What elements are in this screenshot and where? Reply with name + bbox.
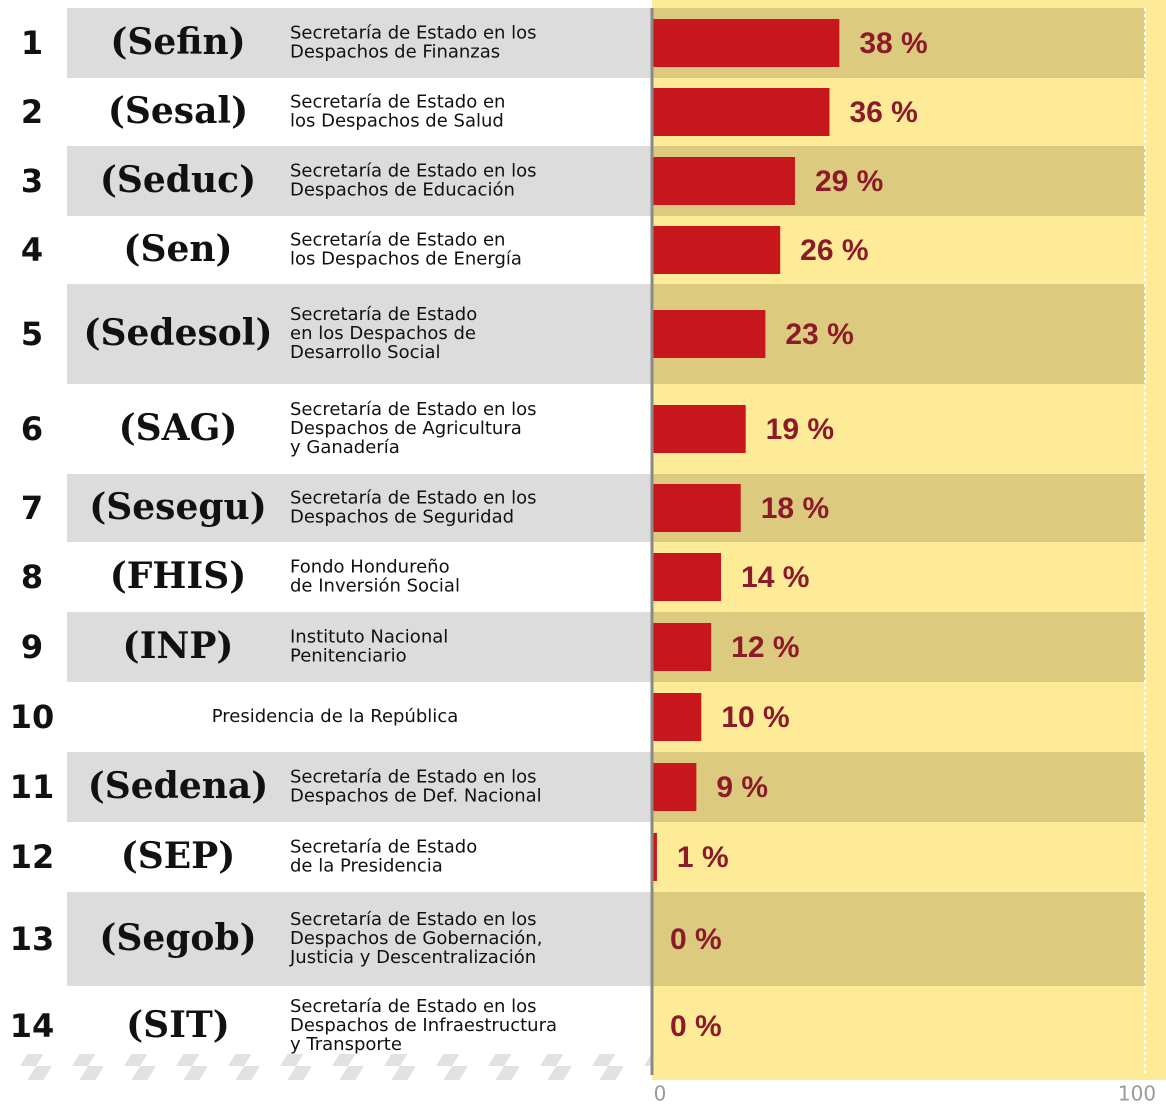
- row-background: [67, 752, 652, 822]
- value-label: 10 %: [721, 701, 789, 734]
- bar: [652, 157, 795, 205]
- value-label: 38 %: [859, 27, 927, 60]
- entity-name: los Despachos de Energía: [290, 249, 522, 270]
- entity-name: Desarrollo Social: [290, 342, 441, 363]
- entity-name: Despachos de Gobernación,: [290, 928, 542, 949]
- bar: [652, 310, 766, 358]
- entity-name: Secretaría de Estado en los: [290, 488, 537, 509]
- x-tick-label: 0: [654, 1082, 667, 1105]
- value-label: 12 %: [731, 631, 799, 664]
- entity-name: Despachos de Agricultura: [290, 418, 522, 439]
- entity-name: Secretaría de Estado en los: [290, 996, 537, 1017]
- rank: 1: [21, 24, 43, 62]
- acronym: (Sesegu): [89, 486, 267, 528]
- row-band: [652, 752, 1145, 822]
- value-label: 29 %: [815, 165, 883, 198]
- bar: [652, 833, 657, 881]
- rank: 10: [10, 698, 55, 736]
- row-background: [67, 474, 652, 542]
- value-label: 18 %: [761, 492, 829, 525]
- value-label: 23 %: [785, 318, 853, 351]
- value-label: 14 %: [741, 561, 809, 594]
- entity-name: Secretaría de Estado en los: [290, 399, 537, 420]
- row-band: [652, 612, 1145, 682]
- entity-name: Secretaría de Estado en los: [290, 23, 537, 44]
- acronym: (SEP): [121, 835, 236, 877]
- row-band: [652, 892, 1145, 986]
- entity-name: Despachos de Seguridad: [290, 507, 514, 528]
- bar: [652, 693, 702, 741]
- entity-name: Presidencia de la República: [212, 706, 459, 727]
- acronym: (Sen): [123, 228, 232, 270]
- entity-name: Secretaría de Estado en: [290, 92, 505, 113]
- row-background: [67, 612, 652, 682]
- bar: [652, 405, 746, 453]
- rank: 11: [10, 768, 55, 806]
- acronym: (Sefin): [110, 21, 245, 63]
- bar: [652, 484, 741, 532]
- acronym: (SAG): [119, 407, 238, 449]
- entity-name: Secretaría de Estado: [290, 304, 477, 325]
- entity-name: Justicia y Descentralización: [289, 947, 536, 968]
- entity-name: Instituto Nacional: [290, 627, 448, 648]
- rank: 9: [21, 628, 43, 666]
- entity-name: Fondo Hondureño: [290, 557, 450, 578]
- acronym: (FHIS): [110, 555, 246, 597]
- value-label: 1 %: [677, 841, 729, 874]
- acronym: (Sedesol): [84, 312, 273, 354]
- entity-name: Despachos de Def. Nacional: [290, 786, 542, 807]
- rank: 3: [21, 162, 43, 200]
- entity-name: y Ganadería: [290, 437, 400, 458]
- rank: 7: [21, 489, 43, 527]
- rank: 8: [21, 558, 43, 596]
- bar: [652, 763, 697, 811]
- bar: [652, 623, 712, 671]
- entity-name: de la Presidencia: [290, 856, 443, 877]
- bar: [652, 553, 722, 601]
- entity-name: Despachos de Infraestructura: [290, 1015, 557, 1036]
- row-background: [67, 146, 652, 216]
- entity-name: Secretaría de Estado en los: [290, 161, 537, 182]
- entity-name: Secretaría de Estado en: [290, 230, 505, 251]
- acronym: (Sedena): [88, 765, 269, 807]
- row-background: [67, 8, 652, 78]
- acronym: (SIT): [126, 1004, 230, 1046]
- bar: [652, 19, 840, 67]
- rank: 12: [10, 838, 55, 876]
- value-label: 26 %: [800, 234, 868, 267]
- entity-name: los Despachos de Salud: [290, 111, 504, 132]
- x-tick-label: 100: [1118, 1082, 1156, 1105]
- entity-name: Despachos de Finanzas: [290, 42, 500, 63]
- entity-name: en los Despachos de: [290, 323, 476, 344]
- entity-name: Secretaría de Estado: [290, 837, 477, 858]
- bar: [652, 226, 781, 274]
- acronym: (INP): [123, 625, 234, 667]
- entity-name: de Inversión Social: [290, 576, 460, 597]
- rank: 2: [21, 93, 43, 131]
- row-background: [67, 284, 652, 384]
- rank: 6: [21, 410, 43, 448]
- acronym: (Sesal): [108, 90, 248, 132]
- entity-name: y Transporte: [290, 1034, 402, 1055]
- acronym: (Segob): [99, 917, 256, 959]
- bar: [652, 88, 830, 136]
- decoration: [0, 1054, 652, 1080]
- rank: 14: [10, 1007, 55, 1045]
- rank: 5: [21, 315, 43, 353]
- entity-name: Penitenciario: [290, 646, 407, 667]
- row-background: [67, 892, 652, 986]
- value-label: 19 %: [766, 413, 834, 446]
- value-label: 36 %: [849, 96, 917, 129]
- value-label: 0 %: [670, 923, 722, 956]
- value-label: 0 %: [670, 1010, 722, 1043]
- acronym: (Seduc): [100, 159, 256, 201]
- entity-name: Secretaría de Estado en los: [290, 767, 537, 788]
- entity-name: Despachos de Educación: [290, 180, 515, 201]
- rank: 13: [10, 920, 55, 958]
- entity-name: Secretaría de Estado en los: [290, 909, 537, 930]
- rank: 4: [21, 231, 43, 269]
- value-label: 9 %: [716, 771, 768, 804]
